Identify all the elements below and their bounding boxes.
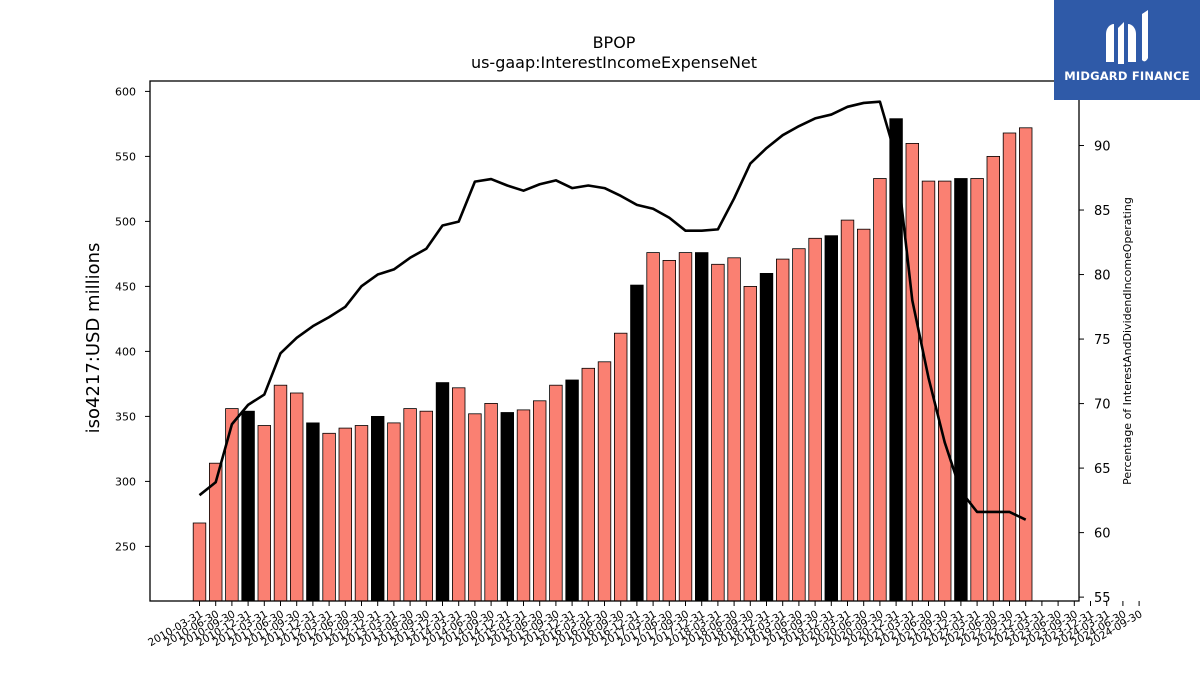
bar <box>711 263 725 602</box>
bar <box>354 425 369 602</box>
y2-tick-label: 85 <box>1094 204 1111 219</box>
bar <box>370 415 385 602</box>
chart-title: BPOP <box>593 33 636 52</box>
bar <box>970 178 984 602</box>
bar <box>759 272 774 602</box>
plot-frame <box>149 80 1080 602</box>
left-axis-ticks: 250 300 350 400 450 500 550 600 <box>115 85 150 553</box>
bar <box>322 432 336 602</box>
bar <box>678 252 693 602</box>
bar <box>646 252 660 602</box>
line-series <box>198 100 1027 521</box>
bar <box>597 361 612 602</box>
midgard-logo-icon <box>1106 10 1148 64</box>
y-tick-label: 600 <box>115 85 136 98</box>
bar <box>403 408 417 602</box>
y2-tick-label: 55 <box>1094 591 1111 606</box>
y-tick-label: 550 <box>115 150 136 163</box>
bar <box>387 422 401 602</box>
bar <box>840 219 855 602</box>
bar <box>614 332 628 602</box>
bar <box>873 178 887 602</box>
bar <box>662 259 677 602</box>
y2-tick-label: 65 <box>1094 462 1111 477</box>
bar <box>533 400 547 602</box>
y-tick-label: 500 <box>115 215 136 228</box>
y2-tick-label: 90 <box>1094 140 1111 155</box>
bar <box>435 382 450 602</box>
bar <box>516 409 531 602</box>
y-tick-label: 450 <box>115 280 136 293</box>
bar <box>954 178 968 602</box>
bar <box>776 258 790 602</box>
bar <box>695 252 709 602</box>
bar <box>192 522 207 602</box>
chart-subtitle: us-gaap:InterestIncomeExpenseNet <box>471 53 757 72</box>
y-tick-label: 350 <box>115 410 136 423</box>
percentage-line <box>198 100 1027 521</box>
y-axis-label: iso4217:USD millions <box>83 243 104 434</box>
bar <box>549 384 563 602</box>
bar <box>630 284 644 602</box>
right-axis-ticks: 55 60 65 70 75 80 85 90 <box>1079 140 1111 606</box>
bar <box>905 142 920 602</box>
bar <box>1002 132 1017 602</box>
y-tick-label: 250 <box>115 540 136 553</box>
bar <box>273 384 288 602</box>
bar <box>468 413 482 602</box>
bar <box>581 367 596 602</box>
bar <box>500 412 515 602</box>
bar <box>938 180 952 602</box>
bar <box>289 392 304 602</box>
bar <box>1019 127 1033 602</box>
bar <box>808 237 822 602</box>
y2-axis-label: Percentage of InterestAndDividendIncomeO… <box>1121 197 1134 485</box>
y2-tick-label: 80 <box>1094 269 1111 284</box>
bar <box>727 257 741 602</box>
y2-tick-label: 60 <box>1094 527 1111 542</box>
y-tick-label: 400 <box>115 345 136 358</box>
bar <box>257 425 272 602</box>
bar <box>451 387 466 602</box>
bar <box>338 427 353 602</box>
bar <box>419 410 434 602</box>
y-tick-label: 300 <box>115 475 136 488</box>
x-axis-ticks: 2010-03-312010-06-302010-09-302010-12-31… <box>146 601 1145 649</box>
bar <box>824 235 839 602</box>
bar <box>857 228 871 602</box>
y2-tick-label: 75 <box>1094 333 1111 348</box>
bar <box>565 379 579 602</box>
brand-name: MIDGARD FINANCE <box>1064 69 1190 83</box>
bar <box>792 248 806 602</box>
bar <box>241 410 255 602</box>
bar <box>743 285 758 602</box>
bar <box>986 155 1001 602</box>
y2-tick-label: 70 <box>1094 398 1111 413</box>
brand-logo: MIDGARD FINANCE <box>1054 0 1200 100</box>
bar <box>306 422 320 602</box>
bar <box>484 402 498 602</box>
